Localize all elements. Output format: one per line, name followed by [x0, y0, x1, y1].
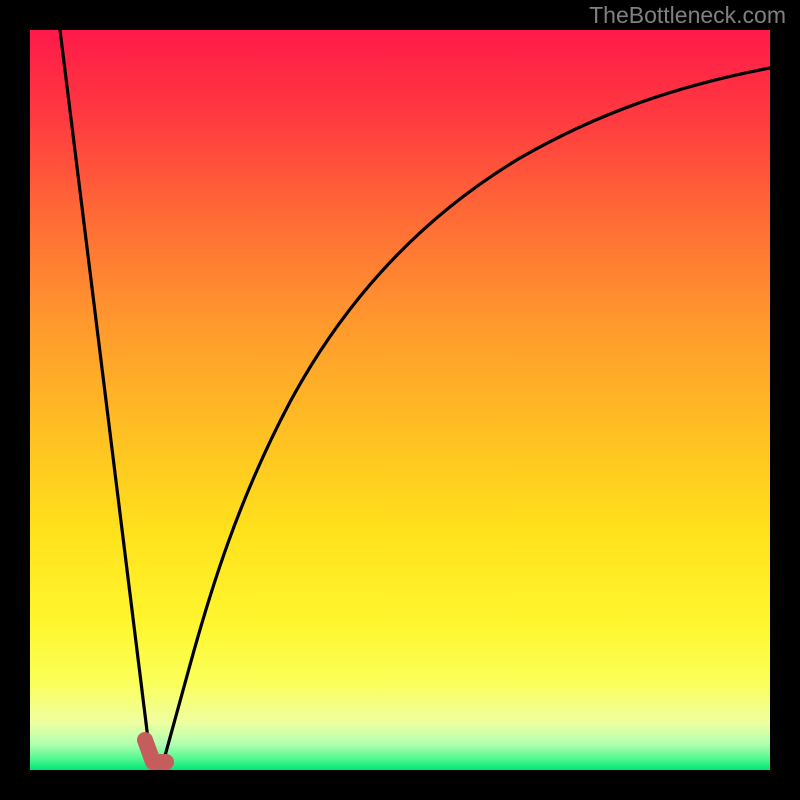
bottleneck-chart — [0, 0, 800, 800]
chart-container: TheBottleneck.com — [0, 0, 800, 800]
watermark-text: TheBottleneck.com — [589, 2, 786, 29]
chart-background-gradient — [30, 30, 770, 770]
